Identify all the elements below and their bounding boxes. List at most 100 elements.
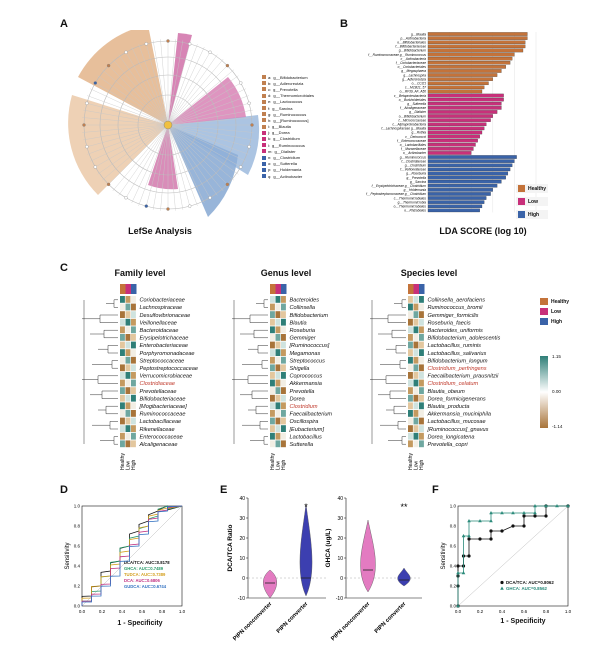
y-tick-label: 20 bbox=[337, 536, 343, 542]
y-tick-label: 0.8 bbox=[450, 524, 457, 529]
legend-label: g__Adlercreutzia bbox=[273, 80, 304, 86]
legend-swatch bbox=[262, 155, 266, 160]
heatmap-row-label: Oscillospira bbox=[290, 419, 319, 425]
lda-bar bbox=[427, 196, 487, 200]
y-tick-label: 30 bbox=[239, 516, 245, 522]
heatmap-row-label: Prevotella_copri bbox=[428, 442, 469, 448]
violin bbox=[397, 567, 411, 587]
heatmap-cell bbox=[270, 417, 275, 425]
y-tick-label: 0.4 bbox=[74, 564, 81, 569]
cladogram-legend-item: j: g__Dorea bbox=[262, 130, 332, 136]
lda-bar-label: o__Coriobacteriales bbox=[398, 65, 427, 69]
heatmap-row-label: [Ruminococcus] bbox=[289, 343, 330, 349]
heatmap-cell bbox=[419, 296, 424, 303]
heatmap-row-label: Bifidobacteriaceae bbox=[140, 396, 186, 402]
heatmap-cell bbox=[131, 349, 136, 356]
heatmap-cell bbox=[120, 303, 125, 311]
heatmap-column-label: Low bbox=[126, 460, 132, 470]
panel-letter-d: D bbox=[60, 484, 68, 496]
lda-bar bbox=[427, 188, 493, 192]
heatmap-cell bbox=[131, 402, 136, 410]
heatmap-cell bbox=[125, 410, 131, 417]
lda-bar bbox=[427, 183, 498, 188]
roc-point bbox=[522, 514, 526, 518]
heatmap-legend-item: High bbox=[540, 318, 569, 325]
roc-point bbox=[533, 504, 537, 508]
heatmap-cell bbox=[413, 394, 419, 402]
legend-label: g__Dialister bbox=[274, 148, 296, 154]
heatmap-cell bbox=[275, 432, 281, 440]
heatmap-row-label: Bacteroides_uniformis bbox=[428, 328, 484, 334]
lda-bar-label: f__Alcaligenaceae bbox=[400, 106, 426, 110]
heatmap-cell bbox=[270, 394, 275, 402]
heatmap-cell bbox=[125, 417, 131, 425]
lda-bar-label: o__RF39_AF_A50 bbox=[400, 90, 427, 94]
heatmap-cell bbox=[270, 311, 275, 318]
heatmap-row-label: Megamonas bbox=[290, 351, 321, 357]
lda-bar bbox=[427, 134, 480, 139]
heatmap-cell bbox=[419, 372, 424, 379]
heatmap-cell bbox=[413, 432, 419, 440]
legend-code: h: bbox=[268, 117, 272, 123]
roc-point bbox=[478, 537, 482, 541]
violin bbox=[360, 519, 376, 593]
heatmap-row-label: Faecalibacterium_prausnitzii bbox=[428, 374, 500, 380]
lda-bar-label: o__Rhizobiales bbox=[404, 209, 426, 213]
heatmap-cell bbox=[275, 296, 281, 303]
heatmap-cell bbox=[419, 311, 424, 318]
heatmap-row-label: Blautia_obeum bbox=[428, 389, 466, 395]
cladogram-legend-item: c: g__Prevotella bbox=[262, 86, 332, 92]
heatmap-row-label: Roseburia bbox=[290, 328, 316, 334]
lda-bar bbox=[427, 130, 483, 135]
heatmap-cell bbox=[270, 379, 275, 387]
legend-swatch bbox=[518, 211, 525, 218]
roc-legend-item: DCA: AUC=0.6806 bbox=[124, 578, 160, 583]
heatmap-row-label: Prevotella bbox=[290, 389, 315, 395]
roc-point bbox=[489, 537, 493, 541]
cladogram-legend-item: f: g__Sarcina bbox=[262, 105, 332, 111]
heatmap-cell bbox=[408, 311, 413, 318]
heatmap-cell bbox=[408, 296, 413, 303]
heatmap-row-label: Bacteroides bbox=[290, 298, 320, 304]
heatmap-row-label: Rikenellaceae bbox=[140, 427, 175, 433]
heatmap-row-label: Enterococcaceae bbox=[140, 434, 183, 440]
legend-swatch bbox=[262, 161, 266, 166]
roc-point bbox=[500, 511, 504, 515]
heatmap-cell bbox=[413, 364, 419, 372]
heatmap-cell bbox=[413, 372, 419, 379]
heatmap-cell bbox=[419, 417, 424, 425]
y-tick-label: 10 bbox=[239, 556, 245, 562]
legend-label: g__Sutterella bbox=[273, 161, 297, 167]
heatmap-cell bbox=[270, 349, 275, 356]
heatmap-cell bbox=[413, 303, 419, 311]
heatmap-cell bbox=[281, 296, 286, 303]
heatmap-row-label: Ruminococcaceae bbox=[140, 412, 186, 418]
heatmap-cell bbox=[413, 318, 419, 326]
heatmap-cell bbox=[419, 432, 424, 440]
heatmap-cell bbox=[125, 326, 131, 334]
heatmap-row-label: Akkermansia bbox=[289, 381, 322, 387]
heatmap-cell bbox=[275, 349, 281, 356]
heatmap-cell bbox=[131, 296, 136, 303]
legend-label: High bbox=[528, 211, 540, 218]
heatmap-cell bbox=[275, 372, 281, 379]
lda-bar-label: g__Adlercreutzia bbox=[402, 77, 426, 81]
heatmap-cell bbox=[275, 318, 281, 326]
roc-point bbox=[461, 571, 466, 575]
lda-bar bbox=[427, 89, 483, 94]
legend-swatch bbox=[262, 112, 266, 117]
heatmap-cell bbox=[270, 334, 275, 341]
heatmap-cell bbox=[281, 402, 286, 410]
legend-label: g__Prevotella bbox=[273, 86, 298, 92]
lda-bar bbox=[427, 77, 493, 81]
heatmap-cell bbox=[125, 387, 131, 394]
heatmap-row-label: Prevotellaceae bbox=[140, 389, 177, 395]
roc-point bbox=[533, 514, 537, 518]
heatmap-cell bbox=[120, 311, 125, 318]
lda-bar bbox=[427, 155, 517, 159]
heatmap-cell bbox=[281, 364, 286, 372]
healthy-sector-b bbox=[68, 95, 168, 195]
heatmap-cell bbox=[275, 326, 281, 334]
roc-point bbox=[522, 511, 526, 515]
lda-bar bbox=[427, 163, 513, 168]
